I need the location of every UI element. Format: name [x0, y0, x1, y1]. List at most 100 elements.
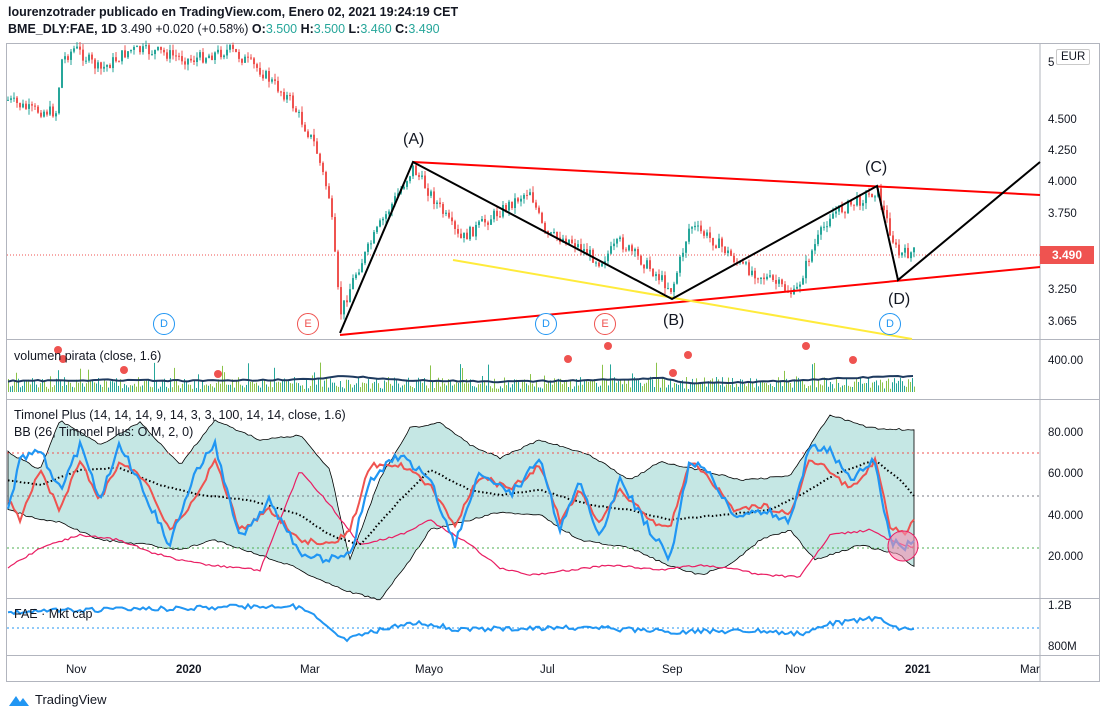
wave-label-a: (A) [403, 131, 425, 148]
candle-body [904, 247, 906, 253]
volume-bar [776, 381, 777, 392]
volume-pane-title[interactable]: volumen pirata (close, 1.6) [14, 349, 162, 363]
volume-bar [508, 382, 509, 392]
volume-bar [736, 383, 737, 392]
time-tick: Nov [785, 664, 806, 676]
earnings-marker[interactable]: E [297, 313, 319, 335]
volume-bar [880, 379, 881, 392]
timonel-pane-title[interactable]: Timonel Plus (14, 14, 14, 9, 14, 3, 3, 1… [14, 408, 346, 422]
volume-bar [488, 364, 489, 392]
volume-bar [762, 380, 763, 392]
volume-bar [598, 386, 599, 392]
candle-body [679, 256, 681, 273]
volume-bar [604, 379, 605, 392]
time-tick: Mayo [415, 664, 444, 676]
volume-bar [828, 386, 829, 392]
candle-body [757, 278, 759, 280]
dividend-marker[interactable]: D [535, 313, 557, 335]
candle-body [856, 196, 858, 206]
candle-body [385, 214, 387, 219]
volume-bar [870, 387, 871, 392]
volume-bar [418, 377, 419, 392]
volume-bar [766, 383, 767, 392]
price-candles [7, 40, 915, 320]
volume-bar [506, 385, 507, 392]
candle-body [643, 264, 645, 269]
candle-body [64, 56, 66, 60]
candle-body [109, 64, 111, 69]
volume-bar [278, 381, 279, 392]
volume-bar [734, 387, 735, 392]
volume-bar [152, 387, 153, 392]
candle-body [319, 153, 321, 163]
candle-body [460, 233, 462, 239]
volume-bar [282, 380, 283, 392]
volume-bar [680, 381, 681, 392]
volume-bar [154, 362, 155, 392]
mktcap-pane-title[interactable]: FAE · Mkt cap [14, 607, 93, 621]
volume-bar [646, 382, 647, 392]
volume-bar [368, 379, 369, 392]
mktcap-tick: 800M [1048, 641, 1077, 653]
volume-bar [470, 379, 471, 392]
symbol-label[interactable]: BME_DLY:FAE, 1D [8, 22, 118, 36]
current-price-tag: 3.490 [1040, 246, 1094, 264]
volume-bar [722, 377, 723, 392]
bb-pane-title[interactable]: BB (26, Timonel Plus: O.M, 2, 0) [14, 425, 194, 439]
volume-bar [328, 387, 329, 392]
volume-bar [596, 382, 597, 392]
volume-bar [632, 373, 633, 392]
volume-bar [746, 386, 747, 392]
volume-bar [458, 382, 459, 392]
volume-average-line [7, 374, 914, 385]
volume-bar [608, 385, 609, 392]
volume-bar [28, 379, 29, 392]
volume-bar [816, 387, 817, 392]
volume-bar [22, 385, 23, 392]
volume-bar [400, 387, 401, 392]
dividend-marker[interactable]: D [879, 313, 901, 335]
volume-bar [128, 387, 129, 392]
candle-body [478, 221, 480, 225]
candle-body [328, 186, 330, 199]
volume-bar [120, 379, 121, 392]
candle-body [811, 250, 813, 262]
candle-body [502, 205, 504, 217]
volume-bar [344, 388, 345, 392]
volume-bar [830, 381, 831, 392]
candle-body [451, 217, 453, 222]
volume-bar [250, 381, 251, 392]
volume-bar [320, 362, 321, 392]
dividend-marker[interactable]: D [153, 313, 175, 335]
volume-bar [20, 387, 21, 392]
volume-bar [466, 379, 467, 392]
candle-body [448, 212, 450, 218]
volume-bar [610, 364, 611, 392]
volume-bar [224, 372, 225, 392]
volume-bar [304, 388, 305, 392]
volume-bar [38, 387, 39, 392]
candle-body [487, 222, 489, 225]
candle-body [289, 95, 291, 97]
timonel-red-line [7, 455, 915, 546]
volume-bar [214, 387, 215, 392]
volume-bar [496, 388, 497, 392]
candle-body [766, 276, 768, 280]
tradingview-logo[interactable]: TradingView [8, 692, 107, 707]
candle-body [205, 58, 207, 63]
candle-body [799, 284, 801, 287]
volume-bar [456, 381, 457, 392]
currency-label[interactable]: EUR [1056, 49, 1091, 65]
candle-body [58, 87, 60, 114]
time-tick: 2020 [176, 664, 202, 676]
earnings-marker[interactable]: E [594, 313, 616, 335]
volume-bar [420, 381, 421, 392]
volume-bar [190, 384, 191, 392]
volume-bar [442, 378, 443, 392]
open-value: 3.500 [265, 22, 298, 36]
volume-bar [674, 382, 675, 392]
candle-body [136, 46, 138, 48]
candle-body [763, 277, 765, 280]
candle-body [568, 239, 570, 245]
